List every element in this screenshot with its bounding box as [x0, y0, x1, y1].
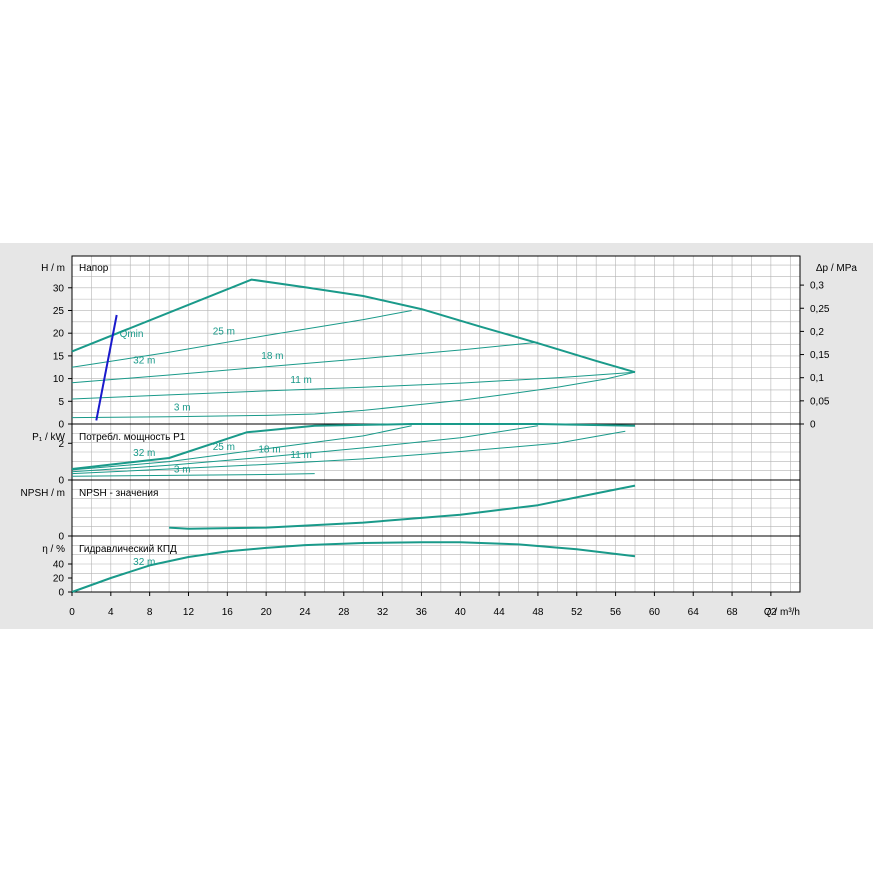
y-tick-label: 40 [53, 560, 65, 571]
x-tick-label: 8 [147, 607, 153, 618]
series-line-25m [71, 425, 412, 471]
series-line-18m [71, 341, 538, 384]
series-line-Qmin [95, 314, 118, 421]
subplot-1: 0 2 32 m 25 m 18 m 11 m 3 m [58, 423, 801, 487]
y-tick-label: 0 [58, 588, 64, 599]
efficiency-ylabel: η / % [42, 544, 65, 555]
series-label: 32 m [133, 557, 155, 568]
subplot-2: 0 [58, 479, 801, 543]
x-tick-label: 68 [726, 607, 738, 618]
y-tick-label: 2 [58, 439, 64, 450]
x-tick-label: 48 [532, 607, 544, 618]
head-ylabel: H / m [41, 263, 65, 274]
right-tick-label: 0,3 [810, 281, 824, 292]
series-line-32m [71, 541, 636, 593]
x-tick-label: 24 [299, 607, 311, 618]
right-tick-label: 0,1 [810, 373, 824, 384]
series-line-32m [71, 278, 636, 374]
x-tick-label: 16 [222, 607, 234, 618]
efficiency-title: Гидравлический КПД [79, 544, 177, 555]
y-tick-label: 10 [53, 374, 65, 385]
y-tick-label: 0 [58, 420, 64, 431]
npsh-ylabel: NPSH / m [21, 488, 65, 499]
right-tick-label: 0,2 [810, 327, 824, 338]
x-tick-label: 28 [338, 607, 350, 618]
right-tick-label: 0,15 [810, 350, 830, 361]
power-title: Потребл. мощность P1 [79, 431, 186, 443]
x-tick-label: 0 [69, 607, 75, 618]
x-tick-label: 4 [108, 607, 114, 618]
x-tick-label: 12 [183, 607, 195, 618]
y-tick-label: 20 [53, 329, 65, 340]
subplot-0: 0 5 10 15 20 25 30 0 0,05 0,1 0,15 0,2 0,25 0,3 32 m 25… [53, 255, 830, 431]
series-line-11m [71, 371, 636, 400]
x-tick-label: 40 [455, 607, 467, 618]
x-tick-label: 52 [571, 607, 583, 618]
series-label: 11 m [290, 450, 312, 461]
plot-area [72, 256, 800, 424]
subplot-3: 0 20 40 32 m [53, 535, 801, 599]
y-tick-label: 30 [53, 283, 65, 294]
y-tick-label: 0 [58, 476, 64, 487]
x-tick-label: 32 [377, 607, 389, 618]
series-label: 32 m [133, 448, 155, 459]
x-tick-label: 20 [261, 607, 273, 618]
y-tick-label: 15 [53, 351, 65, 362]
head-right-ylabel: Δp / MPa [816, 263, 858, 274]
y-tick-label: 5 [58, 397, 64, 408]
x-tick-label: 56 [610, 607, 622, 618]
series-line-3m [71, 371, 636, 419]
right-tick-label: 0,25 [810, 304, 830, 315]
series-line-npsh [169, 484, 636, 530]
x-tick-label: 60 [649, 607, 661, 618]
npsh-title: NPSH - значения [79, 488, 158, 499]
x-tick-label: 72 [765, 607, 777, 618]
series-line-18m [71, 425, 538, 473]
series-label: Qmin [120, 329, 144, 340]
series-label: 25 m [213, 442, 235, 453]
power-ylabel: P₁ / kW [32, 432, 65, 443]
series-label: 32 m [133, 355, 155, 366]
series-label: 11 m [290, 375, 312, 386]
series-line-11m [71, 430, 626, 475]
series-line-3m [71, 473, 315, 477]
y-tick-label: 25 [53, 306, 65, 317]
series-label: 3 m [174, 464, 191, 475]
series-label: 3 m [174, 403, 191, 414]
right-tick-label: 0 [810, 420, 816, 431]
right-tick-label: 0,05 [810, 396, 830, 407]
series-line-32m [71, 423, 636, 470]
y-tick-label: 20 [53, 574, 65, 585]
series-label: 18 m [261, 351, 283, 362]
x-axis-label: Q / m³/h [764, 607, 800, 618]
head-title: Напор [79, 263, 109, 274]
y-tick-label: 0 [58, 532, 64, 543]
series-line-25m [71, 310, 412, 368]
x-tick-label: 64 [688, 607, 700, 618]
series-label: 18 m [258, 445, 280, 456]
x-tick-label: 44 [494, 607, 506, 618]
x-tick-label: 36 [416, 607, 428, 618]
series-label: 25 m [213, 327, 235, 338]
